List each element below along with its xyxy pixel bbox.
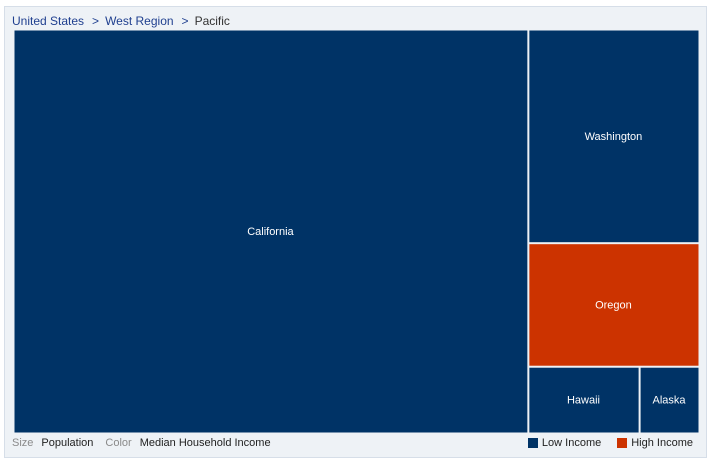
treemap-label-oregon: Oregon bbox=[595, 299, 632, 311]
treemap-label-alaska: Alaska bbox=[653, 395, 687, 407]
breadcrumb-link-west-region[interactable]: West Region bbox=[105, 14, 174, 28]
treemap-footer: Size Population Color Median Household Inco… bbox=[12, 437, 695, 453]
legend-label-high-income: High Income bbox=[631, 437, 693, 449]
breadcrumb: United States > West Region > Pacific bbox=[12, 14, 230, 28]
legend-label-low-income: Low Income bbox=[541, 437, 602, 449]
treemap-cell-hawaii[interactable] bbox=[529, 367, 639, 433]
legend-swatch-low-income bbox=[527, 438, 538, 448]
treemap: California Washington Oregon Hawaii Alaska bbox=[14, 30, 699, 433]
treemap-cell-washington[interactable] bbox=[529, 30, 699, 243]
treemap-cell-oregon[interactable] bbox=[529, 244, 699, 366]
treemap-label-california: California bbox=[247, 226, 294, 238]
legend: Low Income High Income bbox=[512, 437, 693, 449]
legend-swatch-high-income bbox=[617, 438, 628, 448]
size-key: Size bbox=[12, 437, 34, 449]
treemap-cell-california[interactable] bbox=[14, 30, 528, 433]
treemap-cell-alaska[interactable] bbox=[640, 367, 699, 433]
breadcrumb-separator: > bbox=[181, 14, 189, 28]
size-value: Population bbox=[41, 437, 94, 449]
color-key: Color bbox=[105, 437, 132, 449]
legend-item-high-income: High Income bbox=[617, 437, 693, 449]
color-value: Median Household Income bbox=[139, 437, 271, 449]
treemap-label-hawaii: Hawaii bbox=[567, 395, 600, 407]
breadcrumb-link-united-states[interactable]: United States bbox=[12, 14, 85, 28]
treemap-label-washington: Washington bbox=[585, 131, 643, 143]
legend-item-low-income: Low Income bbox=[527, 437, 602, 449]
breadcrumb-separator: > bbox=[92, 14, 100, 28]
breadcrumb-current: Pacific bbox=[194, 14, 230, 28]
